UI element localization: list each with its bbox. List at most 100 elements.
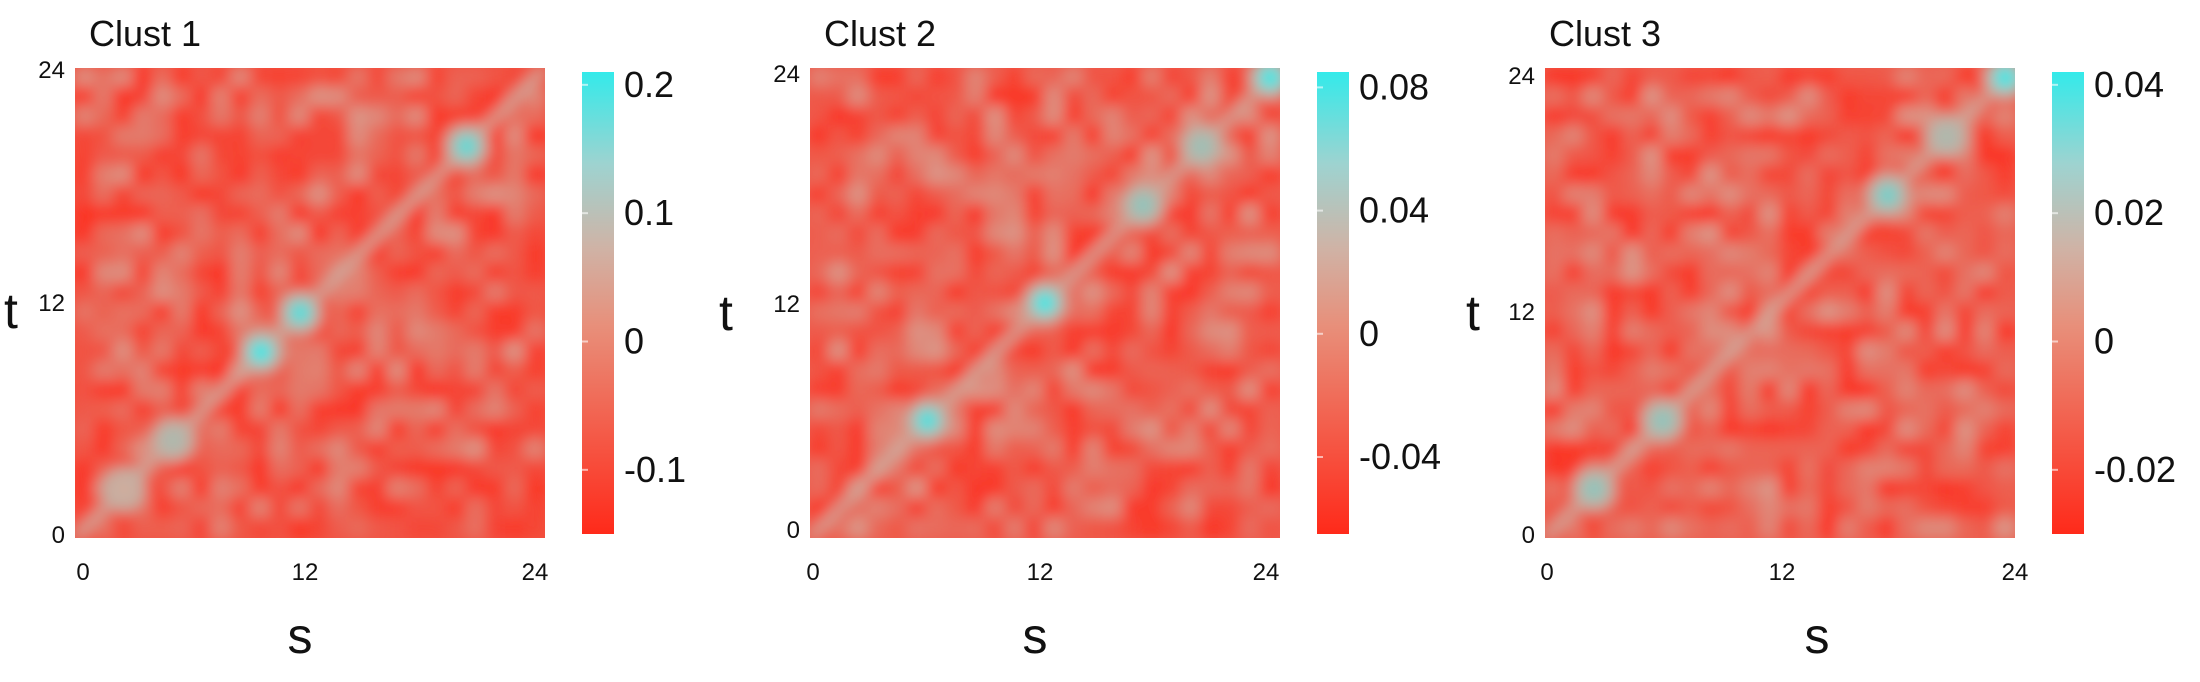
heatmap-cell <box>1777 339 1802 365</box>
heatmap-cell <box>905 163 930 188</box>
heatmap-cell <box>1679 320 1705 345</box>
heatmap-cell <box>846 496 872 521</box>
heatmap-cell <box>846 241 872 267</box>
heatmap-cell <box>1023 320 1048 345</box>
heatmap-cell <box>1140 68 1165 90</box>
heatmap-cell <box>170 339 195 365</box>
heatmap-cell <box>1640 437 1665 463</box>
heatmap-cell <box>464 261 489 286</box>
heatmap-cell <box>866 398 891 423</box>
heatmap-cell <box>1973 183 1998 208</box>
y-tick-label: 0 <box>787 517 800 544</box>
heatmap-cell <box>111 163 137 188</box>
heatmap-cell <box>229 143 254 169</box>
heatmap-cell <box>1023 476 1048 502</box>
heatmap-cell <box>229 418 254 443</box>
heatmap-cell <box>150 457 176 482</box>
heatmap-cell <box>92 202 117 228</box>
heatmap-cell <box>944 124 970 149</box>
heatmap-cell <box>327 300 352 325</box>
heatmap-cell <box>1660 496 1685 521</box>
heatmap-cell <box>1895 359 1920 384</box>
heatmap-cell <box>1914 339 1940 365</box>
heatmap-cell <box>131 418 156 443</box>
heatmap-cell <box>1855 124 1881 149</box>
heatmap-cell <box>1620 476 1646 502</box>
heatmap-cell <box>1023 202 1048 228</box>
heatmap-cell <box>170 398 195 423</box>
heatmap-cell <box>866 339 891 365</box>
heatmap-cell <box>523 378 545 404</box>
heatmap-cell <box>964 143 989 169</box>
heatmap-cell <box>905 378 930 404</box>
heatmap-cell <box>1797 378 1822 404</box>
heatmap-cell <box>1738 359 1763 384</box>
heatmap-cell <box>1160 241 1185 267</box>
heatmap-cell <box>925 457 950 482</box>
heatmap-cell <box>1640 68 1665 90</box>
heatmap-cell <box>1581 143 1607 169</box>
heatmap-cell <box>1160 516 1185 538</box>
heatmap-cell <box>425 359 450 384</box>
heatmap-cell <box>1934 496 1959 521</box>
heatmap-cell <box>1660 261 1685 286</box>
heatmap-cell <box>248 457 274 482</box>
heatmap-cell <box>983 516 1009 538</box>
y-tick-label: 0 <box>1522 522 1535 549</box>
heatmap-cell <box>1620 378 1646 404</box>
heatmap-cell <box>1699 496 1724 521</box>
heatmap-cell <box>1545 104 1567 130</box>
heatmap-cell <box>464 437 489 463</box>
heatmap-cell <box>905 222 930 247</box>
heatmap-cell <box>1777 496 1802 521</box>
heatmap-cell <box>1003 68 1028 90</box>
heatmap-cell <box>1836 68 1861 90</box>
heatmap-cell <box>1081 104 1107 130</box>
heatmap-cell <box>1545 85 1567 110</box>
heatmap-cell <box>1699 320 1724 345</box>
heatmap-cell <box>464 183 489 208</box>
heatmap-cell <box>131 261 156 286</box>
heatmap-cell <box>1993 222 2015 247</box>
heatmap-cell <box>827 378 852 404</box>
heatmap-cell <box>925 476 950 502</box>
heatmap-cell <box>1895 339 1920 365</box>
heatmap-cell <box>810 281 832 306</box>
heatmap-cell <box>1545 457 1567 482</box>
heatmap-cell <box>1797 222 1822 247</box>
heatmap-cell <box>1934 183 1959 208</box>
heatmap-cell <box>1699 183 1724 208</box>
heatmap-cell <box>905 85 930 110</box>
heatmap-cell <box>483 222 509 247</box>
heatmap-cell <box>810 359 832 384</box>
heatmap-cell <box>170 241 195 267</box>
heatmap-cell <box>483 398 509 423</box>
heatmap-cell <box>1934 339 1959 365</box>
heatmap-cell <box>1042 457 1067 482</box>
heatmap-cell <box>1660 339 1685 365</box>
heatmap-cell <box>810 124 832 149</box>
heatmap-cell <box>346 85 372 110</box>
heatmap-cell <box>1738 457 1763 482</box>
heatmap-cell <box>1562 261 1587 286</box>
heatmap-cell <box>1640 183 1665 208</box>
heatmap-cell <box>229 163 254 188</box>
heatmap-cell <box>905 457 930 482</box>
heatmap-cell <box>885 496 911 521</box>
heatmap-cell <box>866 281 891 306</box>
heatmap-cell <box>1718 143 1744 169</box>
heatmap-cell <box>75 68 97 90</box>
heatmap-cell <box>1160 143 1185 169</box>
heatmap-cell <box>1101 163 1126 188</box>
heatmap-cell <box>1003 183 1028 208</box>
heatmap-cell <box>1758 378 1783 404</box>
heatmap-cell <box>229 378 254 404</box>
heatmap-cell <box>1836 418 1861 443</box>
heatmap-cell <box>944 261 970 286</box>
heatmap-cell <box>1179 496 1205 521</box>
heatmap-cell <box>1179 202 1205 228</box>
heatmap-cell <box>1620 241 1646 267</box>
heatmap-cell <box>1855 104 1881 130</box>
heatmap-cell <box>92 163 117 188</box>
